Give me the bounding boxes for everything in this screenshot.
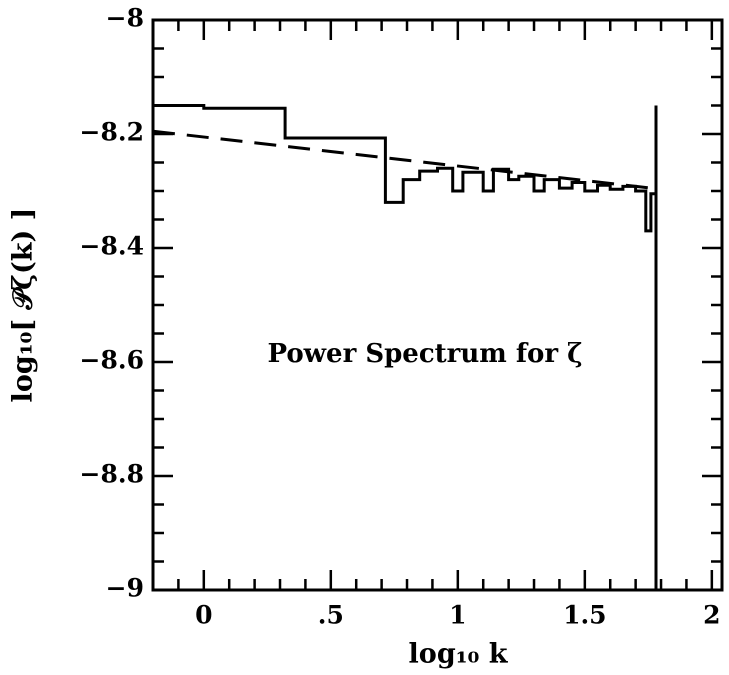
- x-tick-label: 1.5: [563, 601, 607, 630]
- y-tick-label: −9: [106, 574, 144, 603]
- y-tick-label: −8: [106, 4, 144, 33]
- plot-frame: [151, 18, 724, 592]
- y-tick-label: −8.2: [80, 118, 144, 147]
- series-line: [152, 129, 652, 190]
- x-tick-label: 1: [449, 601, 466, 630]
- x-tick-label: .5: [318, 601, 344, 630]
- x-tick-label: 2: [703, 601, 720, 630]
- y-tick-label: −8.4: [80, 232, 144, 261]
- series-line: [153, 104, 656, 233]
- y-tick-label: −8.8: [80, 460, 144, 489]
- y-axis-label: log₁₀[ 𝒫ζ(k) ]: [8, 208, 39, 403]
- y-tick-label: −8.6: [80, 346, 144, 375]
- annotation: Power Spectrum for ζ: [267, 339, 582, 369]
- x-axis-label: log₁₀ k: [409, 639, 509, 670]
- x-tick-label: 0: [195, 601, 212, 630]
